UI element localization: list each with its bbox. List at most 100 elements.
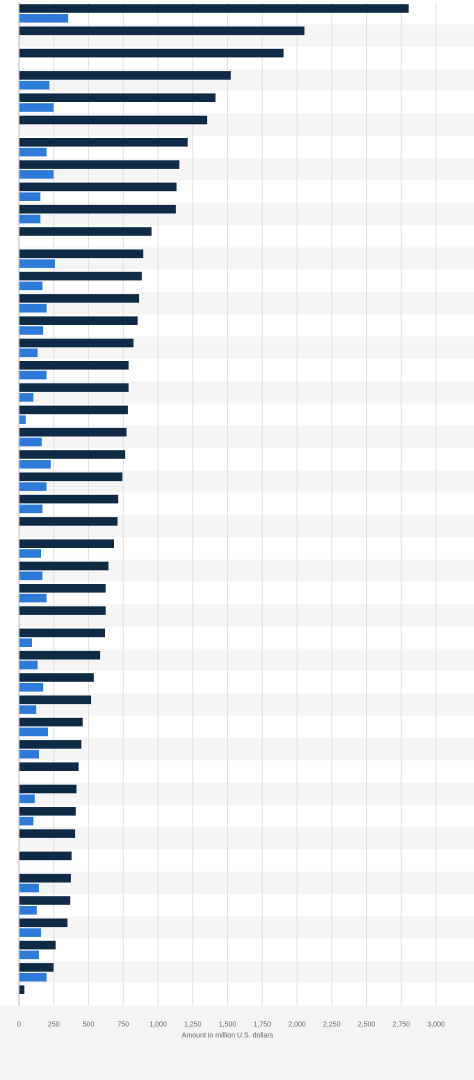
bar-series-1 — [19, 138, 188, 147]
bar-series-1 — [19, 249, 144, 259]
bar-series-1 — [19, 628, 105, 638]
row-band — [19, 470, 474, 493]
bar-series-2 — [19, 103, 54, 112]
row-band — [19, 648, 474, 671]
bar-series-2 — [19, 303, 47, 313]
bar-series-1 — [19, 940, 56, 950]
bar-series-1 — [19, 316, 138, 325]
bar-series-2 — [19, 794, 35, 804]
bar-series-1 — [19, 963, 54, 972]
bar-series-2 — [19, 281, 43, 291]
bar-series-1 — [19, 918, 68, 928]
row-band — [19, 425, 474, 448]
bar-series-2 — [19, 170, 54, 179]
bar-series-1 — [19, 673, 94, 682]
bar-series-1 — [19, 650, 101, 660]
bar-series-1 — [19, 829, 76, 838]
bar-series-1 — [19, 807, 76, 816]
bar-series-1 — [19, 584, 106, 593]
row-band — [19, 381, 474, 404]
bar-series-1 — [19, 740, 82, 749]
bar-series-1 — [19, 762, 79, 771]
x-tick-labels: 0 250 500 750 1,000 1,250 1,500 1,750 2,000 2,250… — [17, 1022, 445, 1029]
x-tick-label: 750 — [117, 1022, 129, 1029]
bar-series-2 — [19, 683, 44, 692]
bar-series-1 — [19, 517, 118, 526]
bar-series-1 — [19, 784, 77, 794]
bar-series-1 — [19, 71, 231, 80]
bar-series-2 — [19, 147, 47, 157]
x-tick-label: 1,000 — [149, 1022, 167, 1029]
row-band — [19, 916, 474, 939]
bar-series-1 — [19, 48, 284, 58]
row-band — [19, 559, 474, 582]
bar-series-2 — [19, 972, 47, 982]
bar-series-2 — [19, 638, 33, 647]
bar-series-1 — [19, 561, 109, 571]
bar-series-1 — [19, 717, 83, 727]
x-tick-label: 1,500 — [219, 1022, 237, 1029]
x-tick-label: 250 — [48, 1022, 60, 1029]
bar-series-1 — [19, 271, 142, 281]
row-band — [19, 782, 474, 805]
bar-series-1 — [19, 227, 152, 236]
bar-series-1 — [19, 115, 208, 125]
bar-series-2 — [19, 950, 39, 960]
bar-series-2 — [19, 437, 42, 447]
x-tick-label: 0 — [17, 1022, 21, 1029]
bar-series-2 — [19, 192, 41, 201]
bar-series-2 — [19, 460, 51, 469]
bar-series-1 — [19, 695, 92, 705]
bar-series-1 — [19, 472, 123, 482]
bar-series-2 — [19, 370, 47, 380]
bar-series-1 — [19, 450, 126, 459]
row-band — [19, 693, 474, 716]
row-band — [19, 871, 474, 894]
x-tick-label: 2,250 — [323, 1022, 341, 1029]
bar-series-2 — [19, 259, 55, 268]
bar-series-1 — [19, 427, 127, 437]
bar-series-2 — [19, 214, 41, 224]
x-tick-label: 3,000 — [427, 1022, 445, 1029]
bar-series-2 — [19, 727, 48, 737]
bar-series-2 — [19, 906, 37, 915]
row-band — [19, 514, 474, 538]
row-band — [19, 737, 474, 761]
bar-series-1 — [19, 873, 71, 883]
bar-series-2 — [19, 883, 39, 893]
bar-series-2 — [19, 928, 42, 937]
bar-series-2 — [19, 571, 43, 581]
bar-series-2 — [19, 816, 34, 826]
bar-series-1 — [19, 338, 134, 348]
bar-series-2 — [19, 504, 43, 514]
bar-series-1 — [19, 851, 72, 861]
bar-series-2 — [19, 482, 47, 491]
bar-series-2 — [19, 326, 44, 335]
bar-series-1 — [19, 93, 216, 102]
x-tick-label: 2,000 — [288, 1022, 306, 1029]
row-band — [19, 960, 474, 984]
bar-series-1 — [19, 985, 25, 994]
bar-series-2 — [19, 749, 39, 759]
x-tick-label: 2,500 — [358, 1022, 376, 1029]
bar-series-1 — [19, 896, 71, 905]
bar-series-1 — [19, 160, 180, 169]
x-tick-label: 2,750 — [392, 1022, 410, 1029]
bar-series-2 — [19, 80, 50, 90]
x-tick-label: 1,750 — [253, 1022, 271, 1029]
row-band — [19, 604, 474, 627]
bar-series-1 — [19, 361, 129, 370]
bar-series-1 — [19, 294, 140, 303]
bar-series-1 — [19, 26, 305, 36]
bar-series-2 — [19, 415, 26, 424]
bar-series-2 — [19, 705, 37, 714]
bar-series-2 — [19, 348, 38, 358]
bar-series-1 — [19, 494, 119, 504]
x-axis-title: Amount in million U.S. dollars — [182, 1033, 274, 1040]
bar-series-1 — [19, 606, 106, 615]
bars — [19, 4, 409, 994]
bar-series-1 — [19, 539, 115, 548]
footer-background — [0, 1005, 474, 1080]
